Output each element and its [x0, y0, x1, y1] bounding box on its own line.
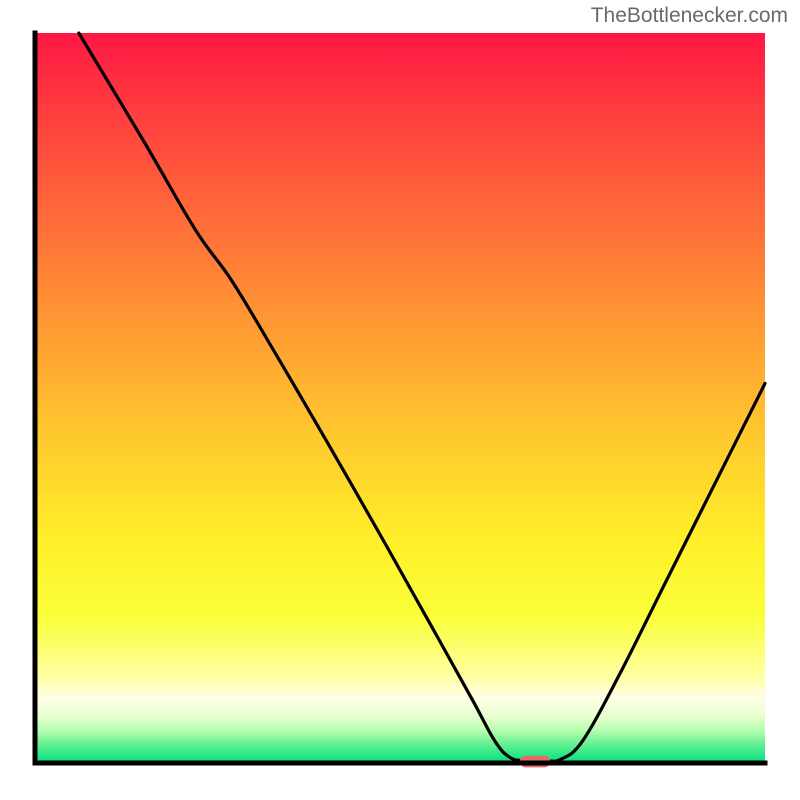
chart-svg	[0, 0, 800, 800]
chart-root: TheBottlenecker.com	[0, 0, 800, 800]
plot-area	[35, 33, 765, 767]
watermark-label: TheBottlenecker.com	[591, 4, 788, 28]
